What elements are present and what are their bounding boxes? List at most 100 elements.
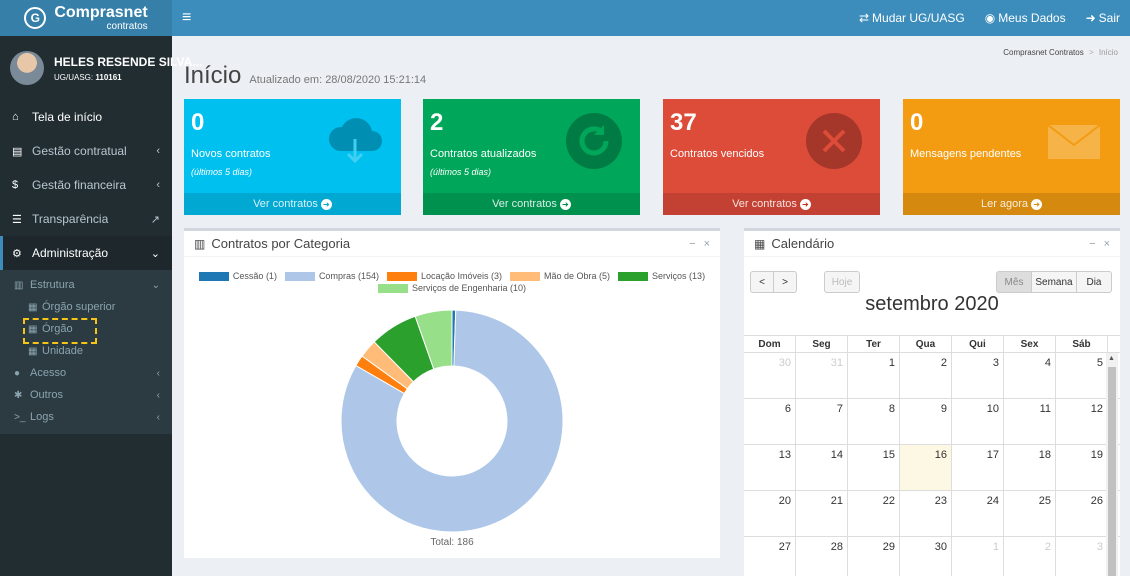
- stat-link[interactable]: Ver contratos ➜: [663, 193, 880, 215]
- next-month-button[interactable]: >: [773, 271, 797, 293]
- donut-slice-compras[interactable]: [340, 309, 564, 533]
- calendar-day[interactable]: 17: [952, 445, 1004, 490]
- updated-at: Atualizado em: 28/08/2020 15:21:14: [249, 74, 427, 86]
- legend-item[interactable]: Serviços de Engenharia (10): [377, 283, 526, 293]
- calendar-day[interactable]: 27: [744, 537, 796, 576]
- times-circle-icon: [806, 113, 862, 169]
- calendar-day[interactable]: 30: [900, 537, 952, 576]
- calendar-week: 27 28 29 30 1 2 3: [744, 537, 1120, 576]
- calendar-day[interactable]: 26: [1056, 491, 1108, 536]
- sidebar-item-gestao-financeira[interactable]: $ Gestão financeira ‹: [0, 168, 172, 202]
- legend-label: Cessão (1): [232, 271, 277, 281]
- chevron-down-icon: ⌄: [151, 279, 160, 291]
- calendar-day-today[interactable]: 16: [900, 445, 952, 490]
- close-button[interactable]: ×: [1103, 237, 1110, 250]
- change-uasg-link[interactable]: ⇄ Mudar UG/UASG: [859, 11, 965, 25]
- breadcrumb-current: Início: [1098, 48, 1118, 57]
- calendar-day[interactable]: 10: [952, 399, 1004, 444]
- calendar-day[interactable]: 25: [1004, 491, 1056, 536]
- logo[interactable]: G Comprasnet contratos: [0, 0, 172, 36]
- calendar-day[interactable]: 7: [796, 399, 848, 444]
- lock-icon: ●: [14, 367, 21, 379]
- legend-item[interactable]: Cessão (1): [198, 271, 277, 281]
- weekday-label: Sáb: [1056, 336, 1108, 352]
- logout-link[interactable]: ➜ Sair: [1086, 11, 1120, 25]
- calendar-box: ▦ Calendário − × < > Hoje Mês Semana Dia…: [744, 228, 1120, 576]
- legend-item[interactable]: Serviços (13): [618, 271, 705, 281]
- calendar-day[interactable]: 24: [952, 491, 1004, 536]
- scroll-up-icon[interactable]: ▲: [1108, 355, 1115, 362]
- calendar-day[interactable]: 12: [1056, 399, 1108, 444]
- calendar-day[interactable]: 5: [1056, 353, 1108, 398]
- sidebar-item-estrutura[interactable]: ▥ Estrutura ⌄: [0, 274, 172, 296]
- calendar-day[interactable]: 29: [848, 537, 900, 576]
- calendar-day[interactable]: 3: [1056, 537, 1108, 576]
- sidebar-item-gestao-contratual[interactable]: ▤ Gestão contratual ‹: [0, 134, 172, 168]
- sidebar-item-orgao[interactable]: ▦ Órgão: [0, 318, 172, 344]
- calendar-day[interactable]: 11: [1004, 399, 1056, 444]
- my-data-link[interactable]: ◉ Meus Dados: [985, 11, 1066, 25]
- calendar-scrollbar[interactable]: ▲: [1106, 353, 1118, 576]
- calendar-day[interactable]: 2: [900, 353, 952, 398]
- calendar-day[interactable]: 8: [848, 399, 900, 444]
- legend-item[interactable]: Mão de Obra (5): [510, 271, 610, 281]
- today-button[interactable]: Hoje: [824, 271, 860, 293]
- stat-link[interactable]: Ver contratos ➜: [423, 193, 640, 215]
- calendar-day[interactable]: 13: [744, 445, 796, 490]
- calendar-day[interactable]: 1: [848, 353, 900, 398]
- prev-month-button[interactable]: <: [750, 271, 774, 293]
- legend-label: Compras (154): [318, 271, 379, 281]
- calendar-day[interactable]: 20: [744, 491, 796, 536]
- building-icon: ▦: [28, 345, 38, 357]
- calendar-day[interactable]: 1: [952, 537, 1004, 576]
- sidebar-item-administracao[interactable]: ⚙ Administração ⌄: [0, 236, 172, 270]
- menu-toggle-icon[interactable]: ≡: [182, 9, 192, 26]
- calendar-day[interactable]: 9: [900, 399, 952, 444]
- sidebar-item-acesso[interactable]: ● Acesso ‹: [0, 362, 172, 384]
- legend-item[interactable]: Compras (154): [284, 271, 379, 281]
- calendar-day[interactable]: 22: [848, 491, 900, 536]
- calendar-day[interactable]: 31: [796, 353, 848, 398]
- cogs-icon: ⚙: [12, 247, 22, 260]
- calendar-day[interactable]: 21: [796, 491, 848, 536]
- month-view-button[interactable]: Mês: [996, 271, 1032, 293]
- sidebar-item-outros[interactable]: ✱ Outros ‹: [0, 384, 172, 406]
- sidebar-item-label: Gestão contratual: [32, 144, 127, 158]
- stat-link[interactable]: Ver contratos ➜: [184, 193, 401, 215]
- calendar-day[interactable]: 2: [1004, 537, 1056, 576]
- minimize-button[interactable]: −: [689, 237, 696, 250]
- legend-label: Locação Imóveis (3): [420, 271, 503, 281]
- calendar-day[interactable]: 6: [744, 399, 796, 444]
- weekday-label: Qua: [900, 336, 952, 352]
- user-circle-icon: ◉: [984, 11, 996, 25]
- donut-slice-servi-os-de-engenharia[interactable]: [414, 309, 453, 370]
- legend-swatch: [386, 271, 417, 281]
- calendar-day[interactable]: 15: [848, 445, 900, 490]
- chart-legend: Cessão (1) Compras (154) Locação Imóveis (…: [192, 271, 712, 293]
- calendar-day[interactable]: 28: [796, 537, 848, 576]
- calendar-day[interactable]: 23: [900, 491, 952, 536]
- calendar-day[interactable]: 14: [796, 445, 848, 490]
- week-view-button[interactable]: Semana: [1031, 271, 1077, 293]
- day-view-button[interactable]: Dia: [1076, 271, 1112, 293]
- calendar-day[interactable]: 30: [744, 353, 796, 398]
- stat-link[interactable]: Ler agora ➜: [903, 193, 1120, 215]
- breadcrumb-root[interactable]: Comprasnet Contratos: [1003, 48, 1084, 57]
- sidebar-item-label: Administração: [32, 246, 109, 260]
- sidebar-item-unidade[interactable]: ▦ Unidade: [0, 340, 172, 362]
- calendar-day[interactable]: 18: [1004, 445, 1056, 490]
- chevron-left-icon: ‹: [156, 367, 160, 379]
- sidebar-item-transparencia[interactable]: ☰ Transparência ↗: [0, 202, 172, 236]
- stat-link-label: Ver contratos: [732, 198, 797, 210]
- calendar-day[interactable]: 3: [952, 353, 1004, 398]
- sidebar-item-logs[interactable]: >_ Logs ‹: [0, 406, 172, 428]
- minimize-button[interactable]: −: [1089, 237, 1096, 250]
- legend-item[interactable]: Locação Imóveis (3): [386, 271, 503, 281]
- topbar: ≡ ⇄ Mudar UG/UASG ◉ Meus Dados ➜ Sair: [172, 0, 1130, 36]
- scroll-thumb[interactable]: [1108, 367, 1116, 576]
- calendar-day[interactable]: 4: [1004, 353, 1056, 398]
- close-button[interactable]: ×: [703, 237, 710, 250]
- calendar-day[interactable]: 19: [1056, 445, 1108, 490]
- sidebar-item-orgao-superior[interactable]: ▦ Órgão superior: [0, 296, 172, 318]
- sidebar-item-home[interactable]: ⌂ Tela de início: [0, 100, 172, 134]
